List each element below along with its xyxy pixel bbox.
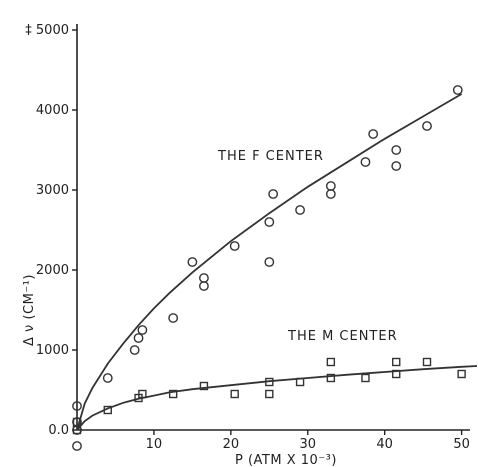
f-center-point — [360, 157, 371, 167]
f-center-point — [102, 373, 113, 383]
m-center-label: THE M CENTER — [287, 329, 398, 344]
f-center-point — [187, 257, 198, 267]
x-ticks: 10 20 30 40 50 — [146, 430, 470, 452]
f-center-point — [199, 273, 209, 283]
f-center-point — [168, 313, 179, 323]
f-center-point — [129, 345, 140, 355]
f-center-point — [229, 241, 240, 251]
x-tick-label: 50 — [453, 437, 470, 452]
f-center-point — [72, 401, 82, 411]
m-center-point — [361, 373, 370, 383]
f-center-point — [264, 217, 275, 227]
m-center-point — [199, 381, 209, 391]
x-tick-label: 40 — [376, 437, 393, 452]
f-center-point — [422, 121, 432, 131]
f-center-point — [325, 181, 336, 191]
m-center-point — [265, 389, 274, 399]
f-center-point — [391, 145, 402, 155]
f-center-label: THE F CENTER — [217, 149, 324, 164]
x-tick-label: 20 — [223, 437, 240, 452]
m-center-point — [72, 425, 82, 435]
f-center-point — [268, 189, 279, 199]
y-tick-label: 2000 — [36, 263, 69, 278]
x-tick-label: 30 — [299, 437, 316, 452]
y-tick-label: 3000 — [36, 183, 69, 198]
f-center-point — [368, 129, 379, 139]
f-center-point — [72, 441, 82, 451]
axes — [76, 24, 470, 431]
f-center-point — [325, 189, 336, 199]
y-tick-label: 1000 — [36, 343, 69, 358]
y-tick-label: 4000 — [36, 103, 69, 118]
data-points — [72, 85, 466, 451]
fit-curves — [76, 93, 478, 431]
y-tick-label: ‡ 5000 — [25, 23, 69, 38]
f-center-point — [264, 257, 275, 267]
m-center-point — [392, 357, 401, 367]
m-center-point — [457, 369, 466, 379]
m-center-fit-curve — [76, 365, 478, 431]
m-center-point — [326, 373, 336, 383]
m-center-point — [392, 369, 401, 379]
m-center-point — [265, 377, 274, 387]
m-center-point — [138, 389, 147, 399]
m-center-point — [72, 417, 82, 427]
f-center-point — [133, 333, 144, 343]
m-center-point — [422, 357, 432, 367]
m-center-point — [326, 357, 336, 367]
m-center-point — [295, 377, 305, 387]
m-center-point — [103, 405, 112, 415]
f-center-point — [295, 205, 305, 215]
y-ticks: 0.0 1000 2000 3000 4000 ‡ 5000 — [25, 23, 77, 438]
m-center-point — [168, 389, 178, 399]
x-tick-label: 10 — [146, 437, 163, 452]
f-center-point — [452, 85, 463, 95]
y-tick-label: 0.0 — [48, 423, 69, 438]
f-center-point — [199, 281, 209, 291]
f-center-fit-curve — [76, 93, 463, 431]
f-center-point — [391, 161, 402, 171]
f-center-point — [137, 325, 148, 335]
m-center-point — [230, 389, 239, 399]
x-axis-label: P (ATM X 10⁻³) — [235, 453, 337, 467]
y-axis-label: Δ ν (CM⁻¹) — [22, 274, 37, 346]
